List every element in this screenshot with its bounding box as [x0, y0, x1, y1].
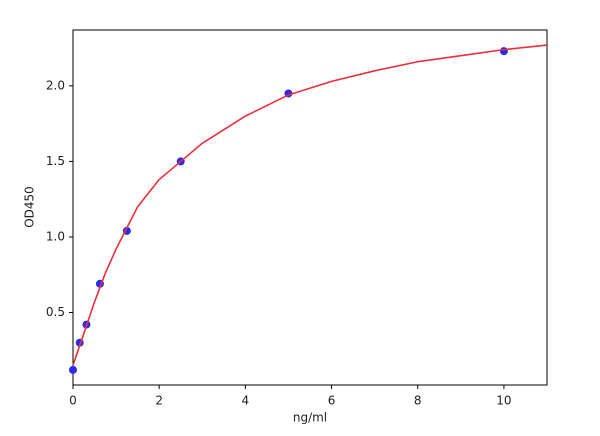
data-point	[499, 47, 508, 56]
x-tick-label: 4	[242, 394, 250, 408]
y-tick-label: 2.0	[46, 78, 65, 92]
fit-curve	[72, 44, 548, 366]
plot-frame	[72, 29, 548, 386]
y-tick-label: 1.0	[46, 229, 65, 243]
x-tick-label: 2	[155, 394, 163, 408]
x-tick-label: 0	[69, 394, 77, 408]
y-axis-label: OD450	[23, 186, 37, 228]
x-tick-label: 6	[328, 394, 336, 408]
x-tick-label: 8	[414, 394, 422, 408]
data-point	[69, 365, 77, 374]
x-axis-label: ng/ml	[293, 411, 327, 425]
y-tick-label: 0.5	[46, 305, 65, 319]
x-tick-label: 10	[496, 394, 511, 408]
y-tick-label: 1.5	[46, 154, 65, 168]
